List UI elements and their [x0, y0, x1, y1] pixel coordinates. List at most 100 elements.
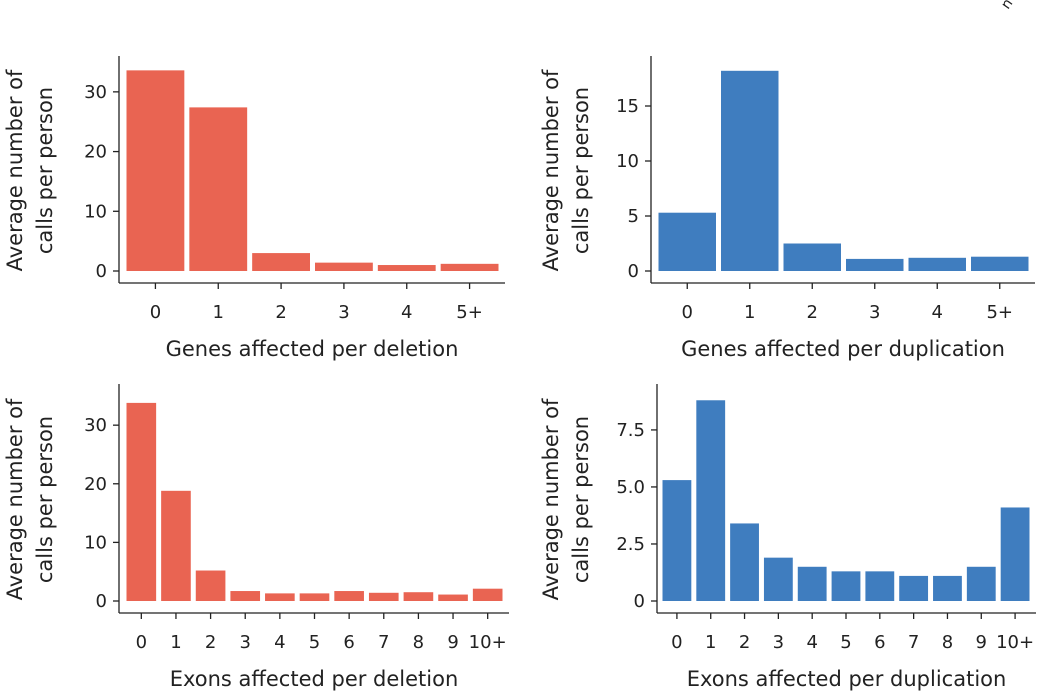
- y-tick-label: 0: [634, 591, 645, 612]
- bar-exons-deletion-0: [126, 402, 157, 601]
- x-tick-label: 0: [671, 632, 682, 653]
- y-axis-title-line: calls per person: [33, 416, 57, 583]
- bar-exons-duplication-6: [865, 571, 895, 601]
- bar-exons-duplication-2: [730, 523, 759, 601]
- bar-genes-deletion-1: [189, 107, 248, 271]
- y-axis-title-line: calls per person: [33, 87, 57, 254]
- x-axis-title: Genes affected per duplication: [681, 337, 1005, 361]
- x-tick-label: 0: [682, 302, 693, 323]
- bar-genes-duplication-3: [846, 258, 904, 271]
- x-tick-label: 0: [150, 302, 161, 323]
- y-tick-label: 0: [96, 591, 107, 612]
- x-tick-label: 1: [213, 302, 224, 323]
- bar-exons-deletion-9: [438, 594, 468, 601]
- x-tick-label: 2: [739, 632, 750, 653]
- chart-exons-deletion: 0 10 20 30 0 1 2 3 4 5 6 7 8 9 10+ Exons affected per d…: [3, 384, 509, 691]
- y-tick-label: 0: [96, 261, 107, 282]
- y-axis-title-line: Average number of: [3, 398, 27, 600]
- y-tick-label: 15: [616, 96, 639, 117]
- x-tick-label: 4: [806, 632, 817, 653]
- x-tick-label: 3: [338, 302, 349, 323]
- y-tick-label: 10: [616, 151, 639, 172]
- x-tick-label: 2: [275, 302, 286, 323]
- y-axis-title-line: calls per person: [569, 87, 593, 254]
- x-tick-label: 8: [413, 632, 424, 653]
- x-tick-label: 3: [869, 302, 880, 323]
- x-tick-label: 3: [773, 632, 784, 653]
- bar-genes-duplication-0: [658, 212, 716, 271]
- x-tick-label: 5+: [986, 302, 1013, 323]
- bar-exons-duplication-5: [831, 571, 861, 601]
- x-tick-label: 1: [170, 632, 181, 653]
- x-tick-label: 4: [401, 302, 412, 323]
- x-tick-label: 8: [942, 632, 953, 653]
- x-tick-label: 1: [705, 632, 716, 653]
- corner-label: n: [998, 0, 1016, 12]
- x-tick-label: 4: [274, 632, 285, 653]
- x-tick-label: 10+: [996, 632, 1034, 653]
- x-axis-title: Exons affected per duplication: [687, 667, 1007, 691]
- x-tick-label: 0: [136, 632, 147, 653]
- bar-exons-deletion-1: [161, 490, 191, 601]
- x-tick-label: 5: [840, 632, 851, 653]
- x-tick-label: 1: [744, 302, 755, 323]
- bar-exons-duplication-4: [797, 566, 827, 601]
- bar-exons-deletion-7: [368, 592, 399, 601]
- bar-exons-deletion-10: [472, 588, 503, 601]
- y-tick-label: 20: [84, 474, 107, 495]
- bar-genes-deletion-3: [315, 262, 373, 271]
- bar-genes-deletion-4: [377, 265, 436, 271]
- bar-genes-deletion-0: [126, 70, 185, 271]
- bar-genes-duplication-4: [908, 257, 966, 271]
- bar-exons-deletion-3: [230, 591, 261, 601]
- y-tick-label: 20: [84, 142, 107, 163]
- y-tick-label: 30: [84, 82, 107, 103]
- bar-exons-duplication-1: [696, 400, 726, 601]
- bar-exons-deletion-8: [403, 592, 434, 601]
- x-tick-label: 9: [447, 632, 458, 653]
- bar-exons-duplication-10: [1000, 507, 1030, 601]
- y-tick-label: 7.5: [616, 420, 645, 441]
- bar-genes-duplication-1: [721, 70, 779, 271]
- bar-exons-deletion-2: [195, 570, 226, 601]
- bar-genes-duplication-2: [783, 243, 841, 271]
- bar-exons-duplication-9: [966, 566, 996, 601]
- x-tick-label: 10+: [469, 632, 507, 653]
- x-tick-label: 7: [908, 632, 919, 653]
- x-axis-title: Genes affected per deletion: [166, 337, 459, 361]
- chart-genes-deletion: 0 10 20 30 0 1 2 3 4 5+ Genes affected per deletio…: [3, 56, 505, 361]
- x-axis-title: Exons affected per deletion: [170, 667, 459, 691]
- x-tick-label: 5+: [456, 302, 483, 323]
- chart-genes-duplication: 0 5 10 15 0 1 2 3 4 5+ Genes affected per duplicat…: [539, 56, 1035, 361]
- y-axis-title-line: Average number of: [539, 398, 563, 600]
- x-tick-label: 5: [309, 632, 320, 653]
- y-tick-label: 5.0: [616, 477, 645, 498]
- y-tick-label: 30: [84, 415, 107, 436]
- bar-exons-duplication-7: [899, 575, 929, 601]
- bar-genes-deletion-2: [252, 253, 310, 271]
- x-tick-label: 6: [343, 632, 354, 653]
- bar-exons-deletion-6: [334, 591, 364, 601]
- x-tick-label: 2: [807, 302, 818, 323]
- bar-genes-deletion-5: [440, 263, 499, 271]
- y-tick-label: 10: [84, 201, 107, 222]
- y-tick-label: 10: [84, 532, 107, 553]
- x-tick-label: 6: [874, 632, 885, 653]
- bar-exons-duplication-8: [933, 575, 962, 601]
- y-tick-label: 5: [628, 206, 639, 227]
- chart-exons-duplication: 0 2.5 5.0 7.5 0 1 2 3 4 5 6 7 8 9 10+ Exons affected pe…: [539, 384, 1036, 691]
- bar-exons-deletion-4: [265, 593, 295, 601]
- y-tick-label: 0: [628, 261, 639, 282]
- y-axis-title-line: Average number of: [3, 69, 27, 271]
- y-axis-title-line: Average number of: [539, 69, 563, 271]
- x-tick-label: 3: [240, 632, 251, 653]
- x-tick-label: 7: [378, 632, 389, 653]
- bar-exons-duplication-0: [662, 480, 692, 601]
- bar-genes-duplication-5: [971, 256, 1029, 271]
- x-tick-label: 4: [932, 302, 943, 323]
- bar-exons-duplication-3: [763, 557, 793, 601]
- x-tick-label: 9: [976, 632, 987, 653]
- y-axis-title-line: calls per person: [569, 416, 593, 583]
- x-tick-label: 2: [205, 632, 216, 653]
